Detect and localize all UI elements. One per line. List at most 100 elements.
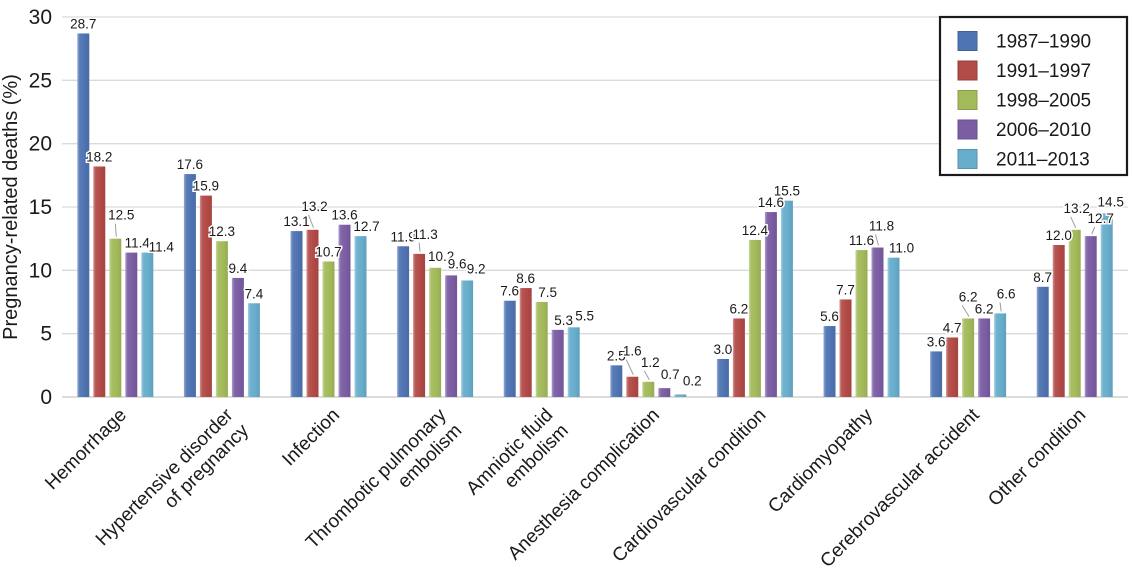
bar [658,388,671,397]
bar-value-label: 6.2 [975,301,994,316]
bar-value-label: 2.5 [607,348,626,363]
bar [429,267,442,397]
bar-value-label: 7.5 [538,285,557,300]
bar-value-label: 12.7 [353,219,379,234]
bar-value-label: 13.6 [331,208,357,223]
bar-value-label: 11.6 [849,233,874,248]
bar [780,200,793,397]
bar [994,313,1007,397]
bar-value-label: 8.6 [516,271,535,286]
bar-value-label: 6.6 [997,286,1016,301]
bar [77,33,90,397]
bar [322,261,335,397]
bar-value-label: 28.7 [70,16,96,31]
x-category-label: Cardiomyopathy [764,404,877,517]
y-axis-title: Pregnancy-related deaths (%) [0,74,22,340]
x-category-label: Hemorrhage [41,405,131,495]
bar [1084,236,1097,397]
bar [839,299,852,397]
bar-value-label: 7.7 [836,282,855,297]
bar-value-label: 6.2 [730,301,749,316]
label-leader-line [625,359,634,375]
bar [397,246,410,397]
bar [1036,286,1049,397]
bar-value-label: 13.1 [283,214,309,229]
bar-value-label: 6.2 [959,289,978,304]
bar [354,236,367,397]
bar-value-label: 5.5 [575,308,594,323]
label-leader-line [418,242,421,252]
bar [1068,229,1081,397]
legend-swatch [957,31,978,51]
legend-swatch [957,149,978,169]
bar-value-label: 5.6 [820,309,839,324]
bar [716,359,729,397]
bar [290,231,303,397]
y-tick-label: 5 [40,323,52,346]
bar [338,224,351,397]
bar [215,241,228,397]
bar [551,329,564,397]
bar-value-label: 4.7 [943,320,962,335]
bar-value-label: 0.7 [661,367,680,382]
bar-value-label: 11.4 [149,240,175,255]
bar-value-label: 9.2 [467,261,486,276]
bar [567,327,580,397]
legend-label: 1991–1997 [996,61,1091,82]
bar-value-label: 11.3 [412,227,437,242]
bar-value-label: 5.3 [554,313,573,328]
label-leader-line [999,302,1002,312]
x-category-label: Other condition [984,405,1090,511]
bar [183,174,196,397]
legend-swatch [957,119,978,140]
bar [247,303,260,397]
bar-value-label: 13.2 [1064,201,1090,216]
bar [626,376,639,397]
bar [732,318,745,397]
bar [748,239,761,397]
bar-value-label: 11.8 [869,219,894,234]
legend-label: 1987–1990 [996,32,1091,53]
label-leader-line [875,234,879,246]
legend-label: 2011–2013 [996,150,1090,171]
bar [461,280,474,397]
label-leader-line [1070,216,1077,229]
bar [674,394,687,397]
bar [93,166,106,397]
bar-value-label: 3.0 [714,342,733,357]
bar-value-label: 3.6 [927,334,946,349]
bar-value-label: 14.5 [1098,194,1124,209]
legend-swatch [957,90,978,110]
bar [413,253,426,397]
legend-swatch [957,60,978,81]
bar [764,212,777,397]
bar-value-label: 7.6 [500,284,519,299]
bar-value-label: 11.9 [390,229,415,244]
legend-label: 2006–2010 [996,120,1091,141]
x-category-label: Infection [278,405,344,471]
bar-value-label: 9.6 [448,256,467,271]
bar [610,365,623,397]
bar-value-label: 10.7 [315,244,341,259]
bar-value-label: 13.2 [301,199,327,214]
bar-value-label: 12.0 [1046,228,1072,243]
y-tick-label: 0 [40,386,52,409]
bar [535,302,548,397]
bar [823,326,836,397]
bar [946,337,959,397]
y-tick-label: 10 [29,259,52,282]
bar-value-label: 12.4 [742,223,769,238]
bar [231,277,244,397]
bar-value-label: 10.2 [428,249,454,264]
bar-value-label: 17.6 [177,157,203,172]
bar-value-label: 12.5 [108,208,134,223]
bar-value-label: 12.3 [209,224,235,239]
bar-value-label: 11.4 [125,236,151,251]
bar-value-label: 1.2 [641,355,660,370]
y-tick-label: 30 [29,6,52,29]
bar [887,257,900,397]
bar [855,250,868,397]
bar-value-label: 11.0 [889,241,914,256]
